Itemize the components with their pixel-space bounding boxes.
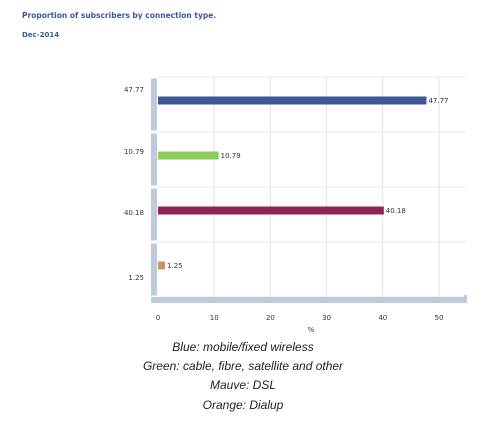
chart-subtitle: Dec-2014 xyxy=(22,31,60,39)
bar-data-label: 47.77 xyxy=(428,97,448,105)
bar-data-label: 40.18 xyxy=(386,207,406,215)
y-axis-segment xyxy=(151,78,157,131)
x-tick-label: 50 xyxy=(435,314,444,322)
x-tick-label: 40 xyxy=(378,314,387,322)
y-axis-segment xyxy=(151,188,157,241)
x-tick-label: 10 xyxy=(210,314,219,322)
y-axis-segment xyxy=(151,133,157,186)
x-tick-label: 20 xyxy=(266,314,275,322)
bar-chart: 47.77 47.77 10.79 10.79 40.18 40.18 1.25 1.25 0 1… xyxy=(124,76,467,334)
legend-mauve: Mauve: DSL xyxy=(209,378,277,392)
legend-green: Green: cable, fibre, satellite and other xyxy=(142,359,344,373)
x-tick-label: 30 xyxy=(322,314,331,322)
category-label: 10.79 xyxy=(124,148,144,156)
category-label: 1.25 xyxy=(128,274,144,282)
x-axis-bar xyxy=(151,297,466,303)
x-axis-label: % xyxy=(308,326,315,334)
bar-data-label: 1.25 xyxy=(167,262,183,270)
chart-title: Proportion of subscribers by connection … xyxy=(22,11,217,20)
bar xyxy=(158,261,166,270)
legend-orange: Orange: Dialup xyxy=(202,398,284,412)
bar xyxy=(158,96,427,105)
legend-blue: Blue: mobile/fixed wireless xyxy=(172,340,314,354)
x-tick-label: 0 xyxy=(156,314,160,322)
category-label: 40.18 xyxy=(124,209,144,217)
x-axis-end xyxy=(464,295,467,303)
bar-data-label: 10.79 xyxy=(221,152,241,160)
category-label: 47.77 xyxy=(124,86,144,94)
y-axis-segment xyxy=(151,243,157,296)
bar xyxy=(158,151,219,160)
bar xyxy=(158,206,384,215)
